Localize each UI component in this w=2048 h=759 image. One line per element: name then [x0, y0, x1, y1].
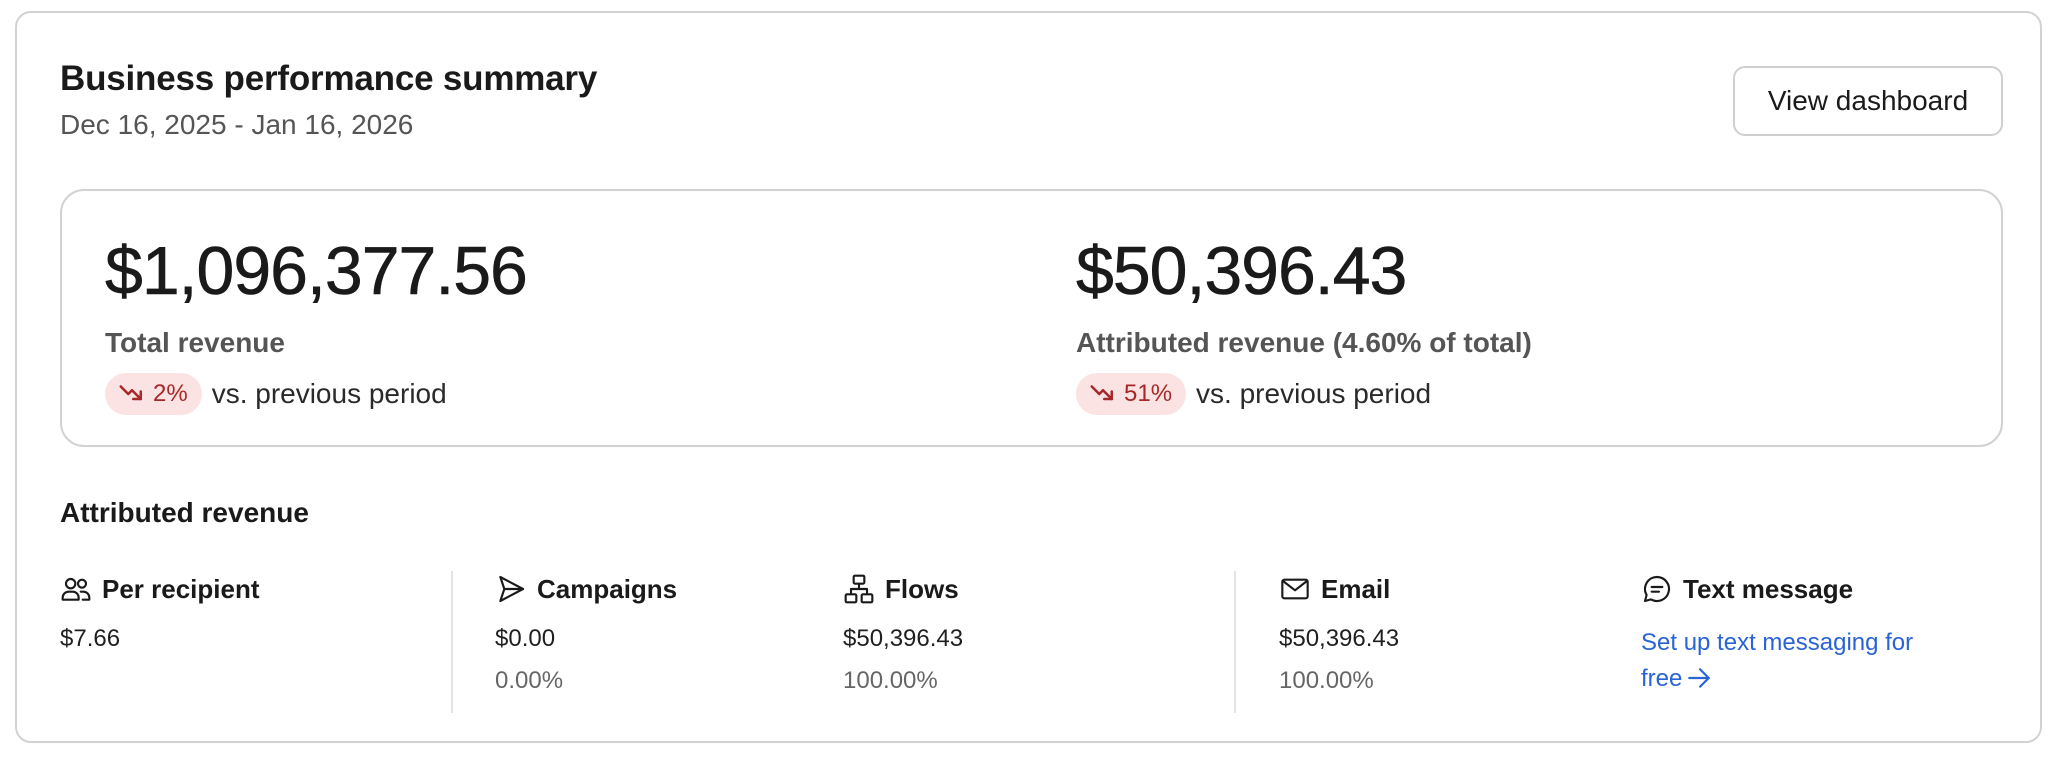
metric-percent: 0.00% [495, 667, 564, 694]
view-dashboard-button[interactable]: View dashboard [1733, 66, 2003, 136]
link-text: Set up text messaging for free [1641, 629, 1914, 692]
date-range: Dec 16, 2025 - Jan 16, 2026 [60, 109, 414, 140]
arrow-right-icon [1688, 668, 1711, 688]
metric-percent: 100.00% [1279, 667, 1374, 694]
metric-label: Campaigns [537, 573, 678, 604]
attributed-section-title: Attributed revenue [60, 497, 309, 528]
attributed-revenue-label: Attributed revenue (4.60% of total) [1076, 327, 1532, 358]
attributed-revenue-delta: 51% vs. previous period [1076, 373, 1532, 415]
delta-value: 51% [1124, 380, 1173, 407]
divider [1234, 571, 1236, 713]
metric-label: Text message [1683, 573, 1854, 604]
send-icon [499, 575, 525, 603]
setup-text-messaging-link[interactable]: Set up text messaging for free [1641, 625, 1921, 697]
card-title: Business performance summary [60, 59, 598, 98]
mail-icon [1281, 578, 1309, 600]
total-revenue-label: Total revenue [105, 327, 285, 358]
performance-summary-card: Business performance summary Dec 16, 202… [15, 11, 2042, 743]
revenue-summary-panel: $1,096,377.56 Total revenue 2% vs. previ… [60, 189, 2003, 447]
attributed-revenue-kpi: $50,396.43 Attributed revenue (4.60% of … [1076, 237, 1532, 415]
delta-comparison: vs. previous period [211, 378, 447, 409]
delta-badge: 2% [105, 373, 202, 415]
metric-label: Per recipient [102, 573, 260, 604]
delta-value: 2% [153, 380, 188, 407]
metric-value: $50,396.43 [843, 625, 964, 652]
metric-flows: Flows $50,396.43 100.00% [843, 571, 963, 695]
delta-comparison: vs. previous period [1196, 378, 1432, 409]
metric-percent: 100.00% [843, 667, 938, 694]
message-icon [1643, 575, 1671, 603]
trend-down-icon [1090, 385, 1113, 401]
total-revenue-kpi: $1,096,377.56 Total revenue 2% vs. previ… [105, 233, 528, 415]
metric-campaigns: Campaigns $0.00 0.00% [495, 571, 678, 695]
divider [451, 571, 453, 713]
metric-value: $50,396.43 [1279, 625, 1400, 652]
delta-badge: 51% [1076, 373, 1187, 415]
metric-value: $0.00 [495, 625, 556, 652]
attributed-revenue-value: $50,396.43 [1076, 233, 1408, 309]
metric-text-message: Text message Set up text messaging for f… [1641, 571, 1913, 693]
metric-label: Email [1321, 573, 1391, 604]
metric-per-recipient: Per recipient $7.66 [60, 571, 260, 653]
metric-email: Email $50,396.43 100.00% [1279, 571, 1399, 695]
metric-value: $7.66 [60, 625, 121, 652]
metric-label: Flows [885, 573, 959, 604]
total-revenue-value: $1,096,377.56 [105, 233, 528, 309]
people-icon [61, 577, 91, 601]
total-revenue-delta: 2% vs. previous period [105, 373, 527, 415]
flow-icon [844, 574, 874, 604]
trend-down-icon [119, 385, 142, 401]
